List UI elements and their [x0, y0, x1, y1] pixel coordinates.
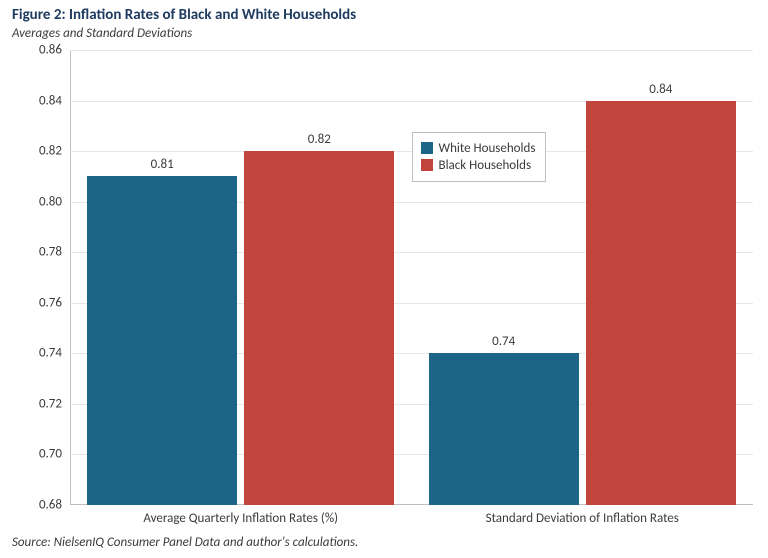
- x-tick-label: Average Quarterly Inflation Rates (%): [143, 505, 338, 526]
- plot-area: 0.680.700.720.740.760.780.800.820.840.86…: [70, 50, 753, 505]
- bar-value-label: 0.74: [492, 334, 515, 353]
- y-tick-label: 0.70: [39, 447, 70, 462]
- y-tick-label: 0.76: [39, 295, 70, 310]
- legend-swatch: [421, 142, 433, 154]
- bar-value-label: 0.84: [649, 82, 672, 101]
- y-tick-label: 0.68: [39, 498, 70, 513]
- y-tick-label: 0.84: [39, 93, 70, 108]
- y-tick-label: 0.80: [39, 194, 70, 209]
- gridline: [70, 50, 753, 51]
- y-tick-label: 0.72: [39, 396, 70, 411]
- bar-value-label: 0.82: [308, 132, 331, 151]
- bar-value-label: 0.81: [151, 157, 174, 176]
- legend: White Households Black Households: [412, 132, 547, 182]
- y-tick-label: 0.78: [39, 245, 70, 260]
- y-tick-label: 0.74: [39, 346, 70, 361]
- y-tick-label: 0.86: [39, 43, 70, 58]
- legend-swatch: [421, 159, 433, 171]
- legend-label: White Households: [439, 141, 536, 156]
- legend-item: Black Households: [421, 158, 536, 173]
- bar: [244, 151, 394, 505]
- y-tick-label: 0.82: [39, 144, 70, 159]
- legend-label: Black Households: [439, 158, 532, 173]
- y-axis-line: [70, 50, 71, 505]
- chart-subtitle: Averages and Standard Deviations: [12, 26, 192, 41]
- bar: [429, 353, 579, 505]
- chart-title: Figure 2: Inflation Rates of Black and W…: [12, 6, 356, 24]
- bar: [87, 176, 237, 505]
- bar: [586, 101, 736, 505]
- x-tick-label: Standard Deviation of Inflation Rates: [486, 505, 679, 526]
- legend-item: White Households: [421, 141, 536, 156]
- source-note: Source: NielsenIQ Consumer Panel Data an…: [12, 535, 358, 550]
